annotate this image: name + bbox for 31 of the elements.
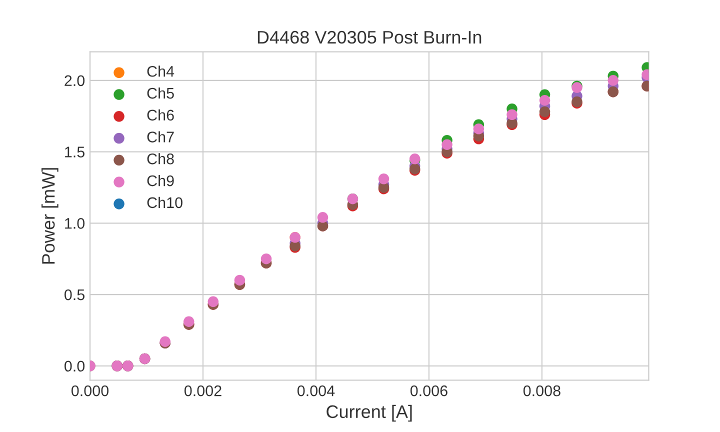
x-tick-label: 0.002	[184, 385, 222, 396]
point	[539, 106, 550, 118]
point	[378, 174, 390, 184]
point	[317, 212, 328, 223]
point	[208, 296, 219, 308]
y-tick-label: 0.5	[64, 289, 84, 300]
x-tick-label: 0.004	[297, 385, 335, 396]
point	[183, 316, 194, 328]
legend-label: Ch10	[147, 196, 182, 208]
y-tick-label: 1.0	[65, 218, 85, 229]
x-tick-label: 0.000	[71, 385, 109, 396]
point	[608, 75, 619, 86]
legend-label: Ch7	[147, 131, 174, 142]
legend-label: Ch4	[147, 66, 174, 77]
x-tick-label: 0.008	[523, 385, 560, 396]
y-tick-label: 0.0	[64, 360, 85, 372]
legend-label: Ch6	[147, 109, 174, 121]
point	[260, 253, 272, 264]
point	[539, 94, 550, 106]
legend-label: Ch9	[147, 174, 174, 186]
y-axis-title: Power [mW]	[42, 168, 58, 264]
legend-label: Ch8	[147, 153, 174, 164]
chart-title: D4468 V20305 Post Burn-In	[258, 30, 482, 44]
x-axis-title: Current [A]	[326, 404, 412, 422]
point	[473, 124, 484, 134]
point	[442, 139, 452, 150]
point	[234, 274, 246, 286]
y-tick-label: 2.0	[64, 75, 85, 86]
y-tick-label: 1.5	[65, 146, 84, 158]
legend-label: Ch5	[147, 87, 174, 99]
x-tick-label: 0.006	[410, 385, 448, 396]
